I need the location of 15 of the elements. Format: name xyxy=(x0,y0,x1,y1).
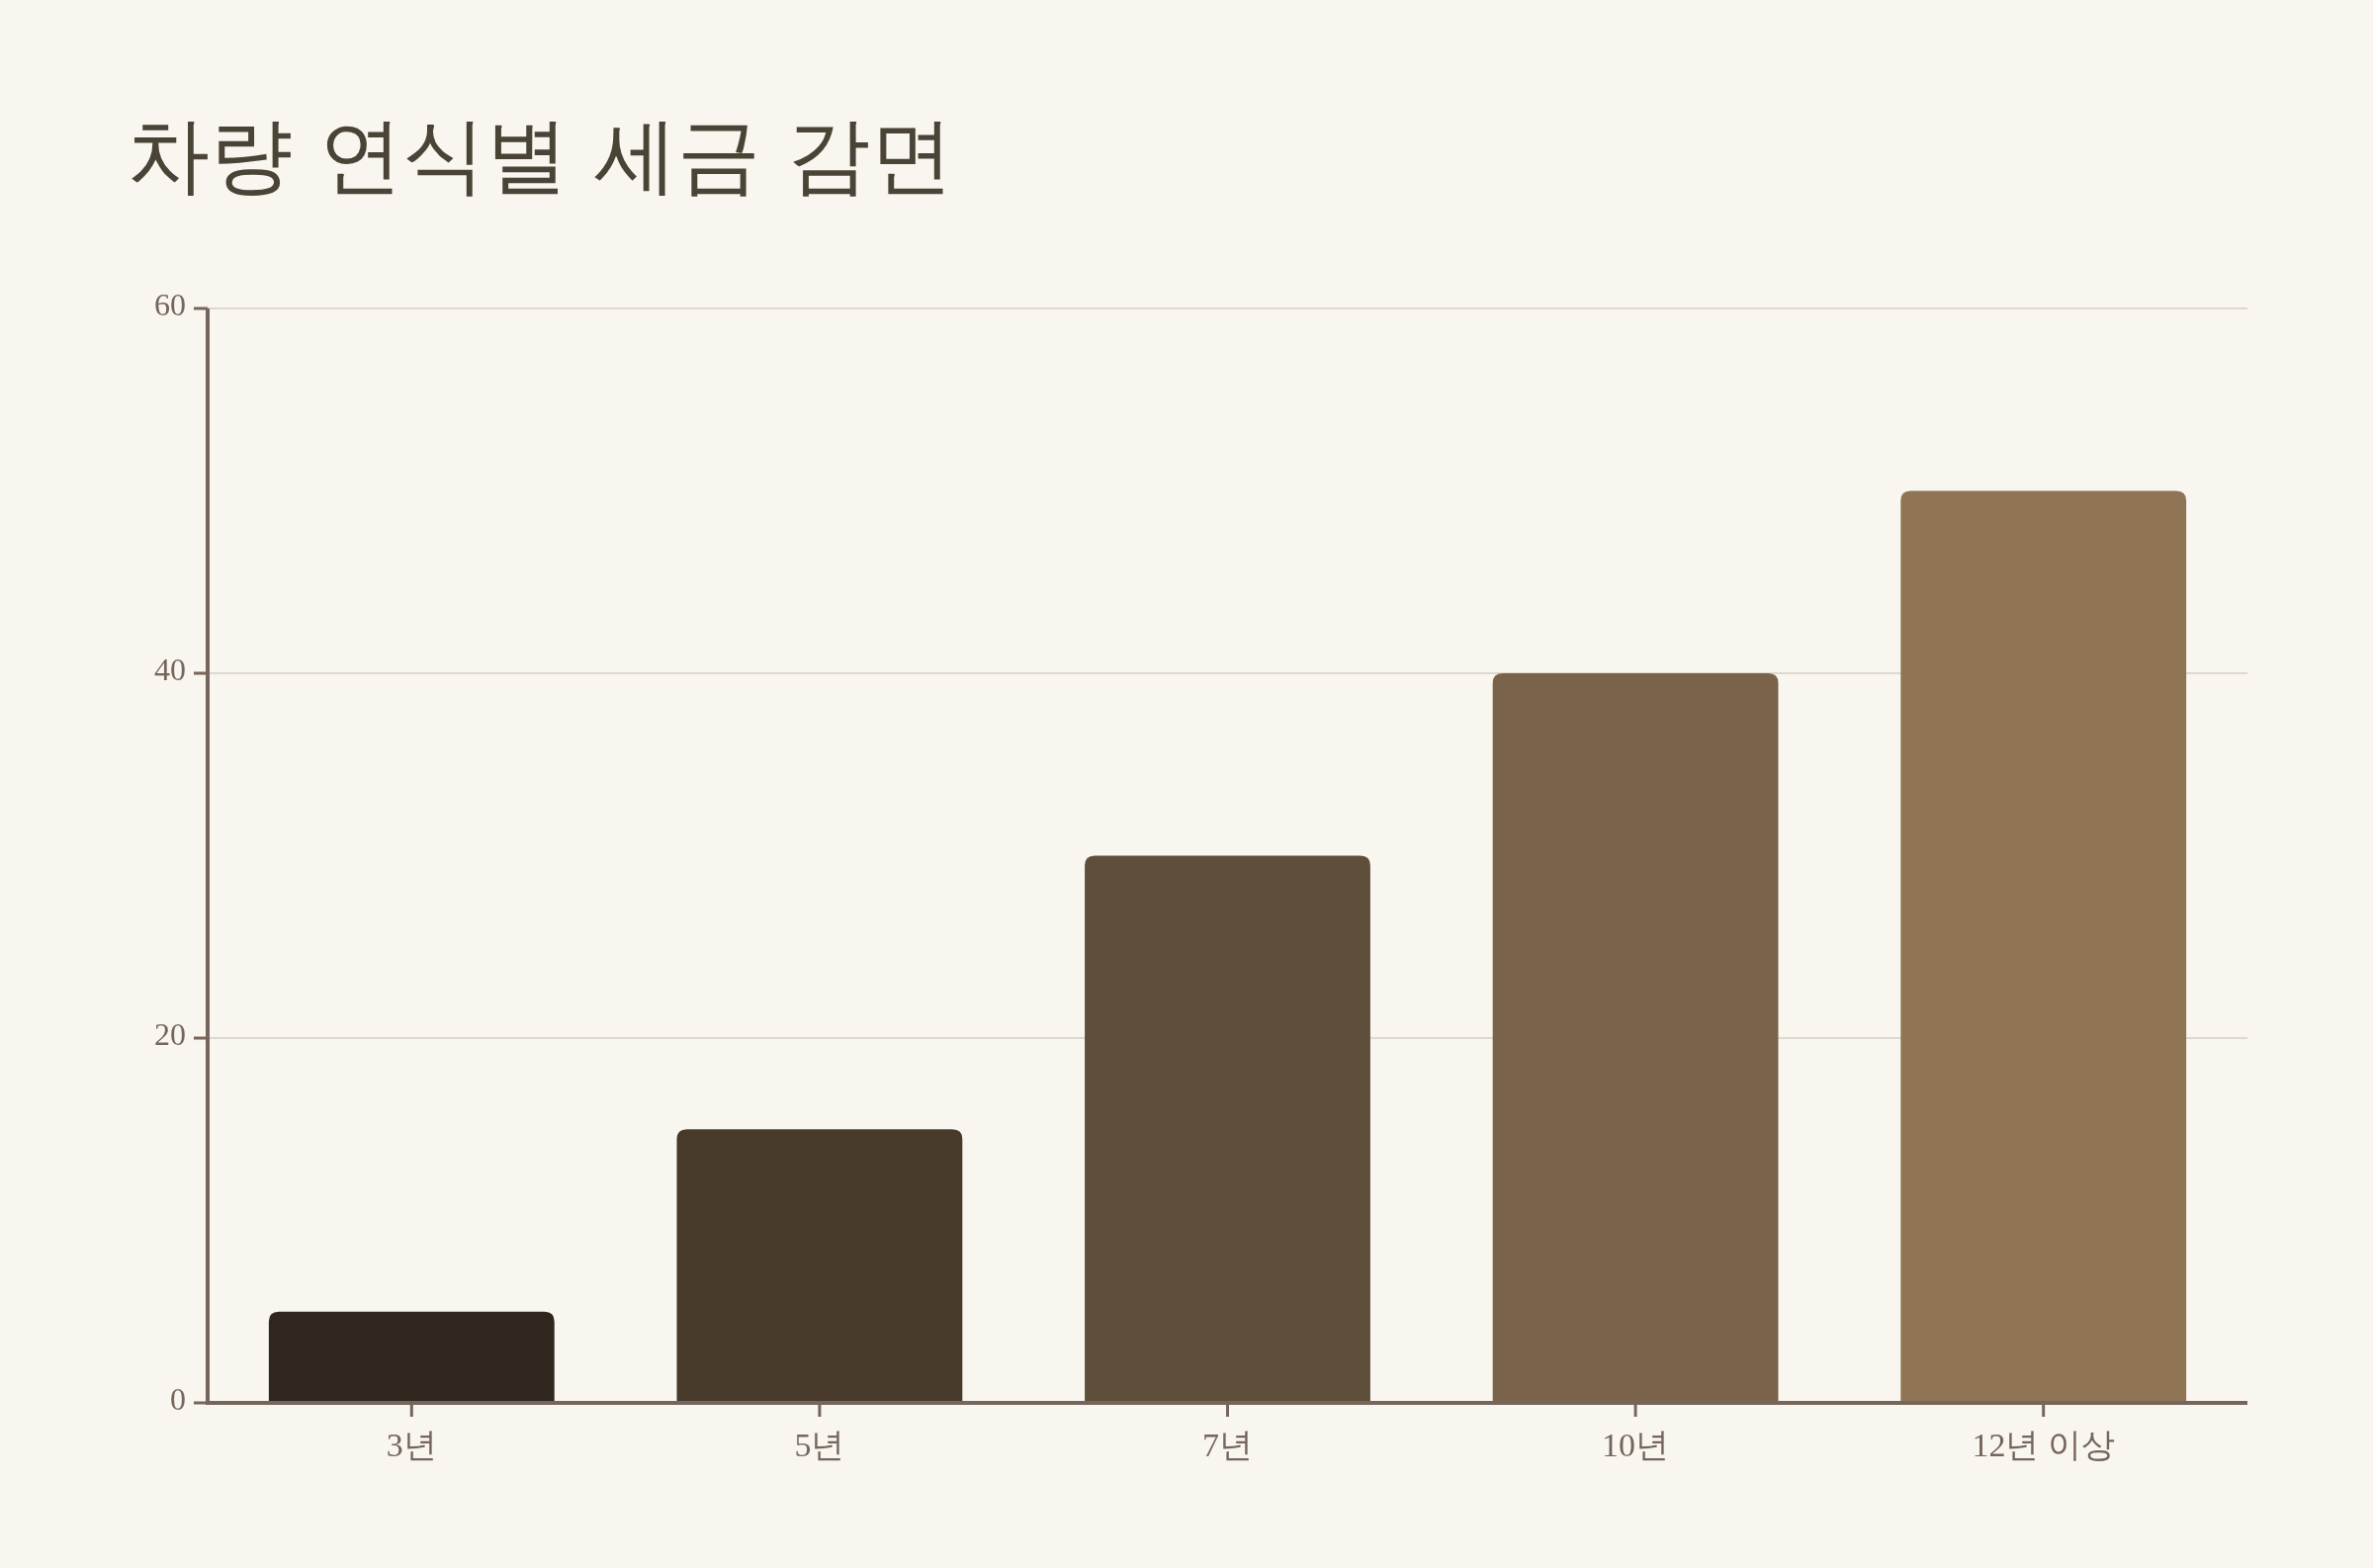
bar xyxy=(1900,490,2187,1403)
x-tick-label: 5년 xyxy=(794,1427,845,1463)
y-tick-label: 40 xyxy=(154,652,186,688)
x-tick-label: 7년 xyxy=(1202,1427,1253,1463)
bar xyxy=(1492,673,1779,1403)
x-tick-label: 3년 xyxy=(386,1427,437,1463)
x-tick-label: 12년 이상 xyxy=(1972,1427,2115,1463)
bar xyxy=(676,1129,963,1403)
y-tick-label: 20 xyxy=(154,1016,186,1053)
y-tick-label: 60 xyxy=(154,287,186,323)
y-tick-label: 0 xyxy=(170,1381,186,1418)
x-tick-label: 10년 xyxy=(1602,1427,1670,1463)
bar xyxy=(1085,855,1370,1403)
chart-title: 차량 연식별 세금 감면 xyxy=(127,107,954,204)
bar xyxy=(268,1311,555,1403)
